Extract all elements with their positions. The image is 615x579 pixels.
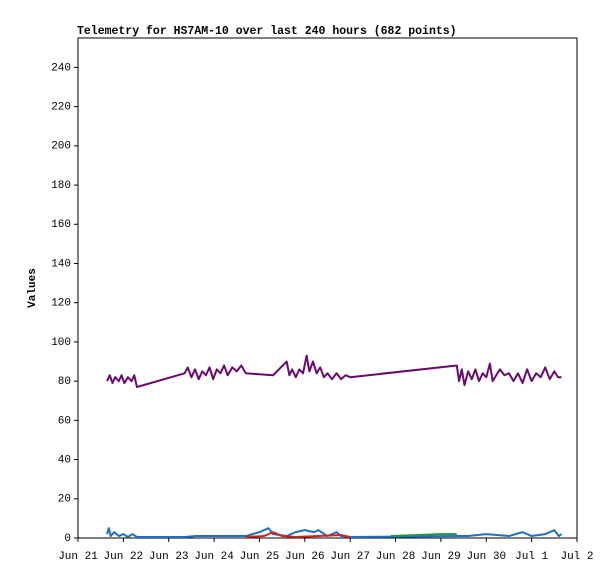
x-tick-label: Jun 26 bbox=[285, 551, 325, 563]
x-tick-label: Jun 27 bbox=[330, 551, 370, 563]
series-line bbox=[106, 527, 563, 539]
x-tick-label: Jun 21 bbox=[58, 551, 98, 563]
y-tick-label: 220 bbox=[51, 102, 71, 114]
series-line bbox=[390, 533, 457, 538]
series-line bbox=[106, 354, 562, 389]
y-tick-label: 200 bbox=[51, 141, 71, 153]
x-tick-label: Jun 30 bbox=[466, 551, 506, 563]
x-tick-label: Jun 24 bbox=[194, 551, 234, 563]
x-tick-label: Jul 2 bbox=[560, 551, 593, 563]
x-tick-label: Jun 25 bbox=[240, 551, 280, 563]
y-tick-label: 60 bbox=[58, 415, 71, 427]
y-axis-label: Values bbox=[27, 268, 39, 308]
y-tick-label: 180 bbox=[51, 180, 71, 192]
x-tick-label: Jun 28 bbox=[376, 551, 416, 563]
y-tick-label: 160 bbox=[51, 219, 71, 231]
y-tick-label: 120 bbox=[51, 298, 71, 310]
chart-title: Telemetry for HS7AM-10 over last 240 hou… bbox=[77, 25, 457, 38]
y-tick-label: 100 bbox=[51, 337, 71, 349]
y-tick-label: 80 bbox=[58, 376, 71, 388]
plot-frame bbox=[77, 37, 578, 539]
y-tick-label: 240 bbox=[51, 62, 71, 74]
y-tick-label: 140 bbox=[51, 258, 71, 270]
x-tick-label: Jun 22 bbox=[104, 551, 144, 563]
y-tick-label: 20 bbox=[58, 494, 71, 506]
x-tick-label: Jun 29 bbox=[421, 551, 461, 563]
x-tick-label: Jul 1 bbox=[515, 551, 548, 563]
y-tick-label: 0 bbox=[64, 533, 71, 545]
y-tick-label: 40 bbox=[58, 454, 71, 466]
x-tick-label: Jun 23 bbox=[149, 551, 189, 563]
series-line bbox=[245, 531, 351, 539]
